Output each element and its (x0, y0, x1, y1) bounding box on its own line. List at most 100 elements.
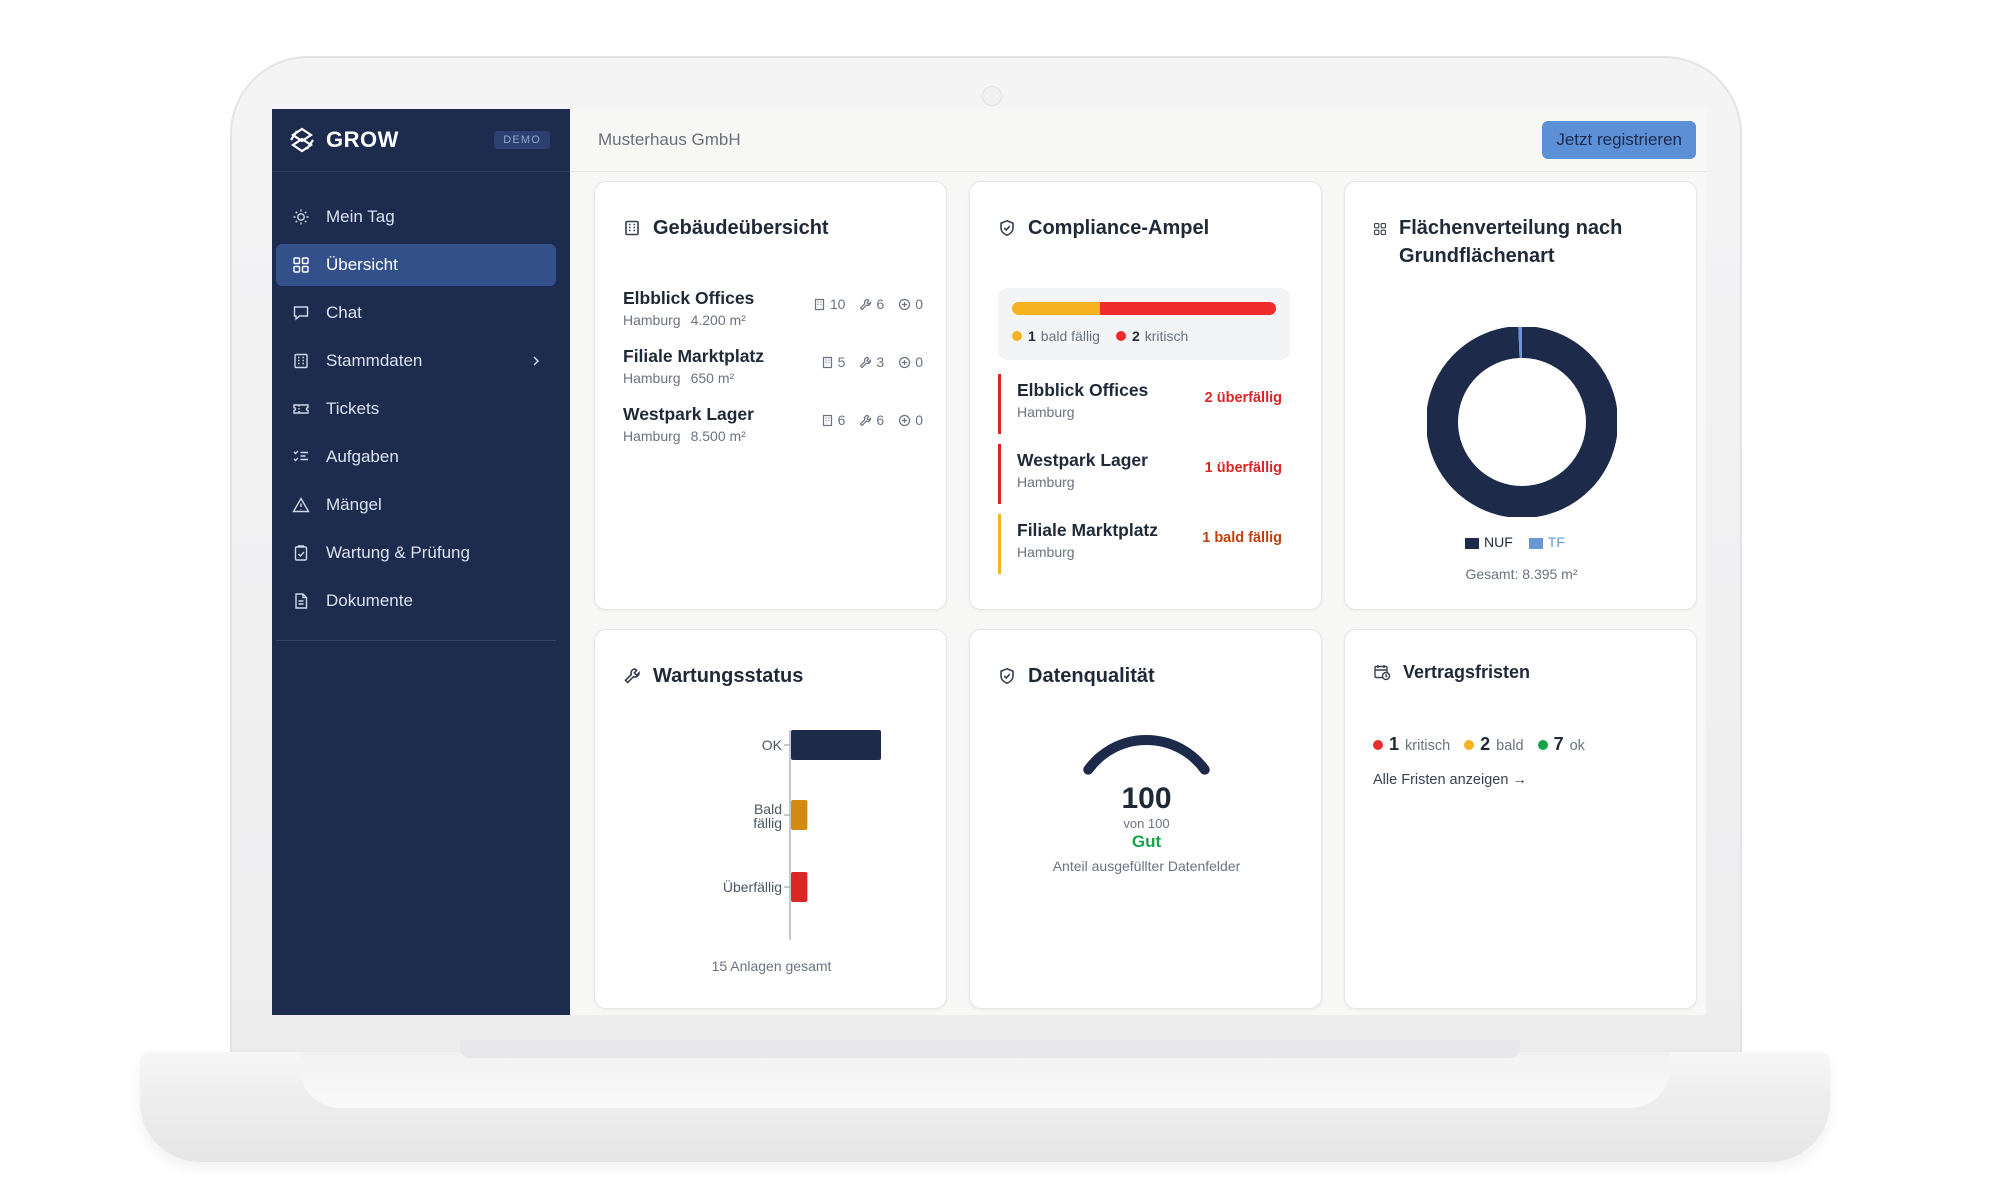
status-dot (1373, 740, 1383, 750)
units-stat: 10 (813, 296, 845, 312)
legend-swatch (1465, 537, 1479, 549)
building-city: Hamburg (1017, 474, 1075, 490)
status-dot (1537, 740, 1548, 750)
building-city: Hamburg (1017, 404, 1075, 420)
register-button[interactable]: Jetzt registrieren (1542, 121, 1696, 159)
building-icon (625, 220, 639, 236)
sidebar-item-uebersicht[interactable]: Übersicht (276, 244, 556, 286)
building-icon (294, 353, 308, 369)
status-dot (1012, 331, 1022, 341)
bar-überfällig[interactable] (791, 872, 808, 902)
legend-tf: TF (1528, 534, 1565, 550)
webcam (982, 86, 1002, 106)
area-distribution-card: Flächenverteilung nach Grundflächenart NU… (1344, 181, 1697, 610)
quality-gauge (1083, 735, 1210, 775)
building-name: Elbblick Offices (1017, 380, 1149, 400)
sidebar-item-chat[interactable]: Chat (276, 292, 556, 334)
sidebar-item-label: Mein Tag (326, 207, 395, 226)
app-screen: GROW DEMO Mein Tag Übersicht (272, 109, 1706, 1015)
calendar-clock-icon (1374, 665, 1391, 681)
grid-icon (293, 257, 309, 273)
data-quality-card: Datenqualität 100 von 100 Gut Anteil aus… (969, 629, 1322, 1009)
assets-stat: 3 (859, 354, 884, 370)
demo-badge: DEMO (494, 131, 550, 149)
tickets-stat: 0 (898, 296, 923, 312)
maintenance-bar-chart: OK Bald fällig Überfällig (723, 730, 881, 940)
gauge-value-arc (1083, 735, 1210, 775)
deadline-summary: 1 kritisch 2 bald 7 ok (1373, 734, 1585, 755)
document-icon (295, 593, 308, 609)
building-city: Hamburg (623, 370, 681, 386)
card-title: Flächenverteilung nach Grundflächenart (1373, 214, 1622, 270)
compliance-bar-warning (1012, 302, 1100, 315)
compliance-row[interactable]: Elbblick Offices Hamburg 2 überfällig (998, 374, 1290, 434)
grow-logo-icon[interactable] (288, 126, 316, 154)
bar-label: OK (762, 737, 783, 753)
legend-swatch (1528, 537, 1543, 549)
compliance-legend: 1 bald fällig 2 kritisch (1012, 328, 1188, 344)
ticket-icon (293, 404, 309, 414)
compliance-row[interactable]: Westpark Lager Hamburg 1 überfällig (998, 444, 1290, 504)
building-row[interactable]: Westpark Lager Hamburg 8.500 m² 6 6 0 (623, 404, 923, 444)
sidebar-item-dokumente[interactable]: Dokumente (276, 580, 556, 622)
bar-ok[interactable] (791, 730, 881, 760)
bar-label: Überfällig (723, 878, 782, 895)
shield-check-icon (1000, 219, 1014, 237)
sidebar-item-mein-tag[interactable]: Mein Tag (276, 196, 556, 238)
ticket-icon (899, 356, 911, 368)
maintenance-card: Wartungsstatus OK Bald fällig Überfällig 15… (594, 629, 947, 1009)
ticket-icon (899, 414, 911, 426)
status-badge: 1 bald fällig (1202, 530, 1282, 546)
sidebar-item-stammdaten[interactable]: Stammdaten (276, 340, 556, 382)
sidebar-item-label: Mängel (326, 495, 382, 514)
quality-of-label: von 100 (1123, 816, 1170, 831)
building-icon (822, 356, 832, 368)
chevron-right-icon[interactable] (530, 355, 542, 367)
building-city: Hamburg (1017, 544, 1075, 560)
sidebar-divider (276, 640, 556, 641)
compliance-row[interactable]: Filiale Marktplatz Hamburg 1 bald fällig (998, 514, 1290, 574)
wrench-icon (860, 414, 872, 426)
all-deadlines-link[interactable]: Alle Fristen anzeigen → (1373, 772, 1527, 788)
compliance-card: Compliance-Ampel 1 bald fällig 2 kritisch … (969, 181, 1322, 610)
sidebar-item-maengel[interactable]: Mängel (276, 484, 556, 526)
wrench-icon (624, 668, 640, 684)
list-check-icon (293, 450, 308, 462)
deadline-soon: 2 bald (1464, 734, 1524, 755)
card-title: Datenqualität (998, 662, 1155, 690)
building-name: Filiale Marktplatz (1017, 520, 1159, 540)
sidebar-item-label: Wartung & Prüfung (326, 543, 470, 562)
building-icon (822, 414, 832, 426)
contract-deadlines-card: Vertragsfristen 1 kritisch 2 bald 7 ok Alle… (1344, 629, 1697, 1009)
deadline-critical: 1 kritisch (1373, 734, 1450, 755)
grid-icon (1374, 223, 1386, 235)
sidebar-item-aufgaben[interactable]: Aufgaben (276, 436, 556, 478)
building-row[interactable]: Filiale Marktplatz Hamburg 650 m² 5 3 0 (623, 346, 923, 386)
area-donut-chart (1427, 327, 1617, 517)
building-name: Westpark Lager (623, 404, 754, 424)
laptop-keyboard-deck (300, 1052, 1670, 1108)
tickets-stat: 0 (898, 354, 923, 370)
sidebar-item-label: Stammdaten (326, 351, 423, 370)
bar-label: Bald fällig (753, 801, 782, 831)
sidebar-item-wartung[interactable]: Wartung & Prüfung (276, 532, 556, 574)
building-city: Hamburg (623, 312, 681, 328)
tickets-stat: 0 (898, 412, 923, 428)
warning-triangle-icon (292, 497, 310, 513)
donut-slice-nuf[interactable] (1427, 327, 1617, 517)
building-row[interactable]: Elbblick Offices Hamburg 4.200 m² 10 6 0 (623, 288, 923, 328)
legend-critical: 2 kritisch (1115, 328, 1188, 344)
building-area: 8.500 m² (690, 428, 746, 444)
quality-score: 100 (1121, 782, 1172, 815)
bar-bald-fällig[interactable] (791, 800, 808, 830)
sidebar-item-label: Aufgaben (326, 447, 399, 466)
building-area: 4.200 m² (690, 312, 746, 328)
sidebar-item-tickets[interactable]: Tickets (276, 388, 556, 430)
clipboard-check-icon (294, 545, 308, 561)
card-title: Vertragsfristen (1373, 658, 1530, 686)
sidebar-item-label: Übersicht (326, 255, 398, 274)
quality-caption: Anteil ausgefüllter Datenfelder (1052, 858, 1241, 874)
units-stat: 6 (821, 412, 845, 428)
donut-slice-tf[interactable] (1427, 327, 1617, 517)
brand-name[interactable]: GROW (326, 127, 399, 152)
